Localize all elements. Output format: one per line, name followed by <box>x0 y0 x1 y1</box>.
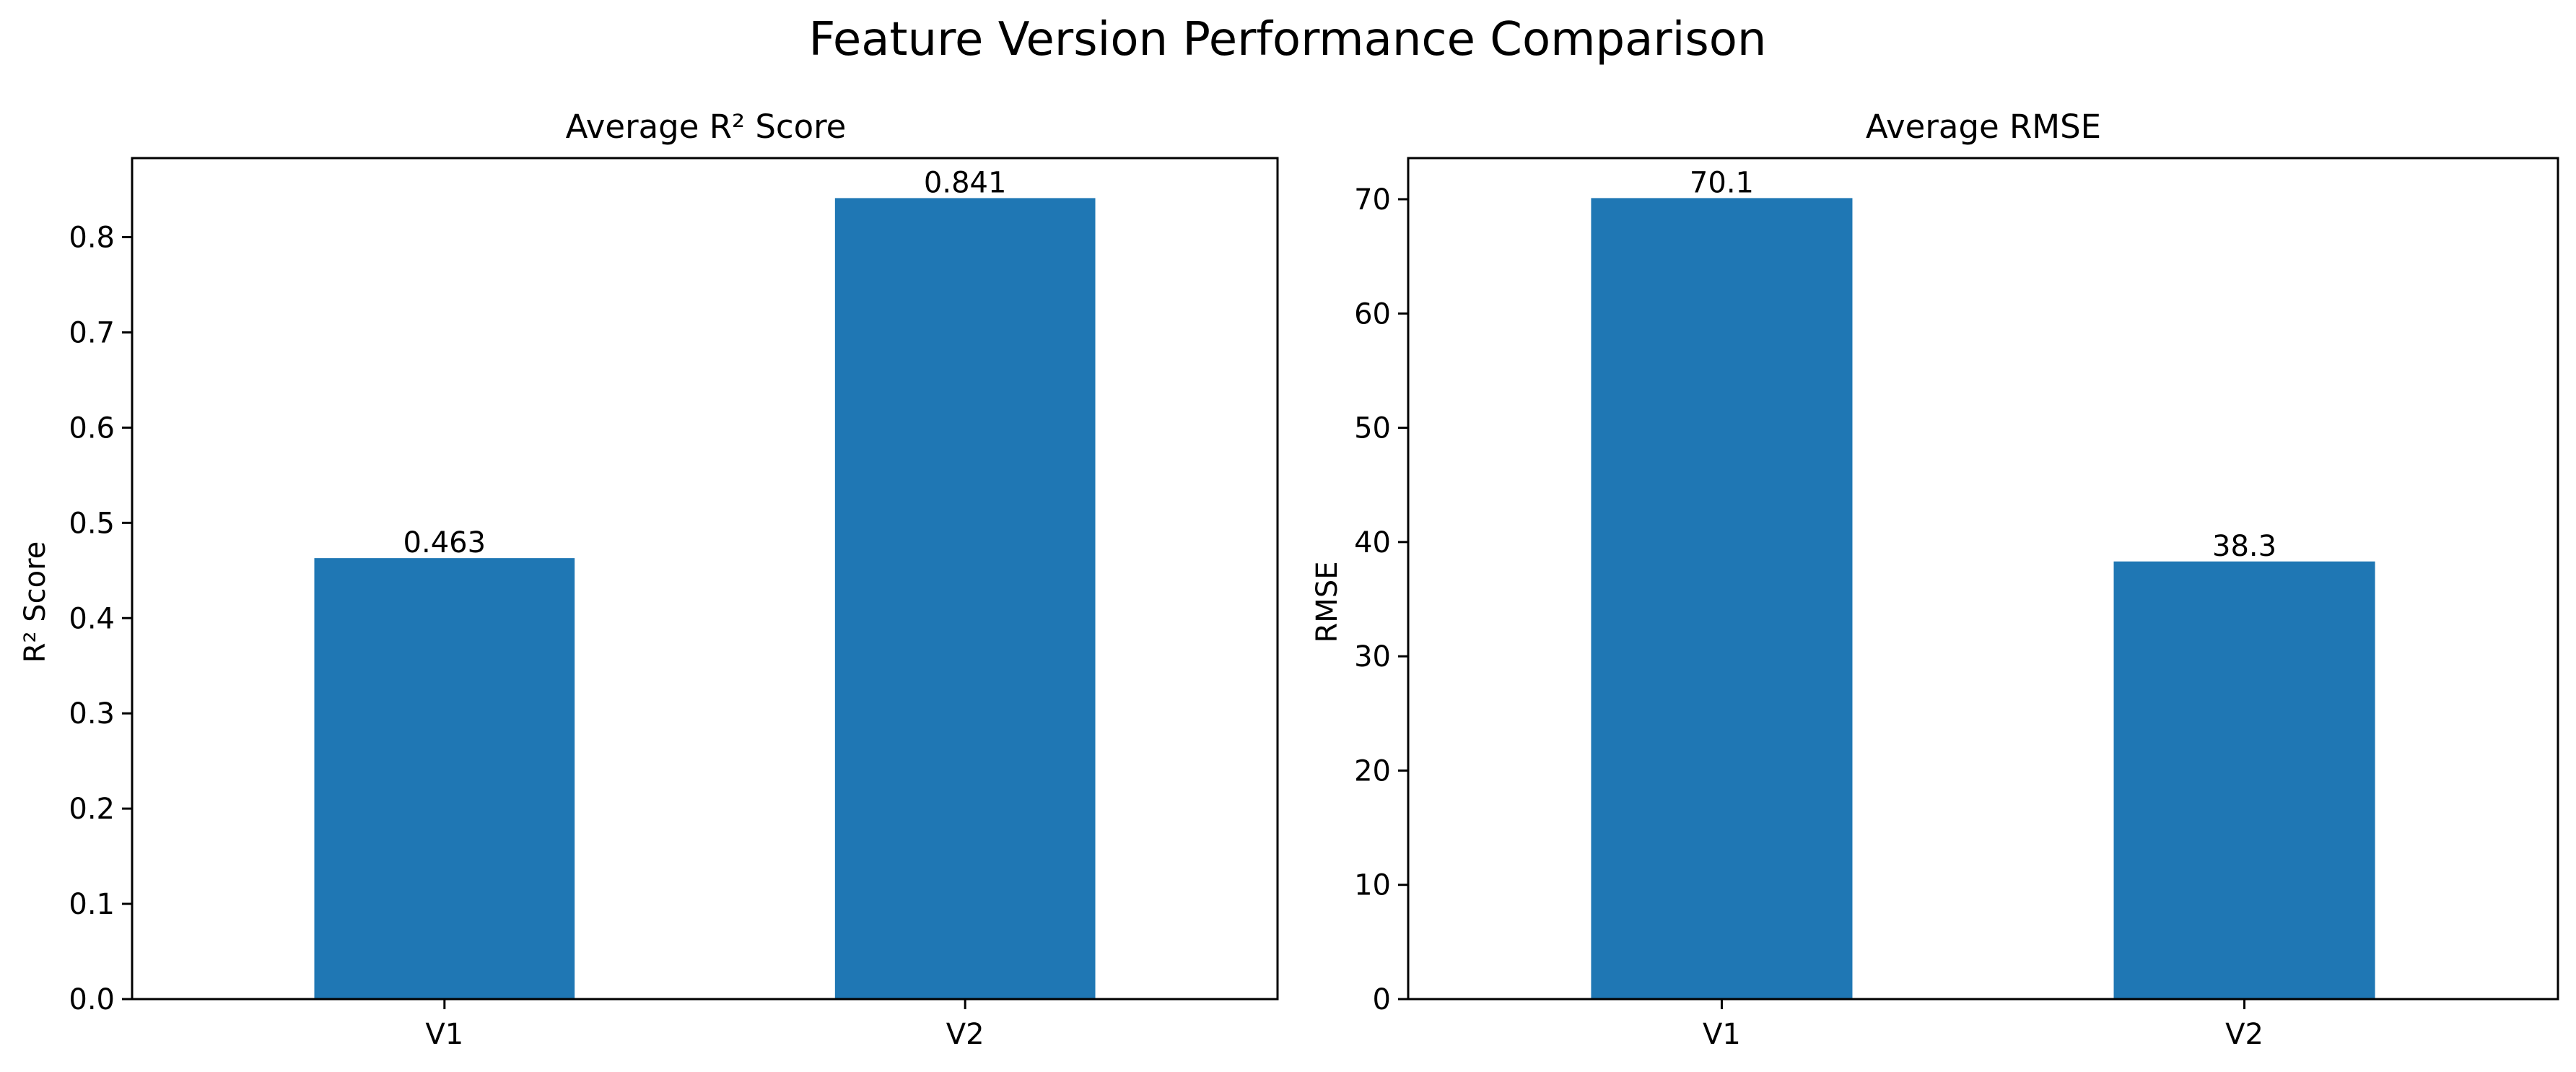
rmse-x-tick-label: V1 <box>1703 1018 1741 1051</box>
r2-bar-labels: 0.463 0.841 <box>403 166 1007 559</box>
rmse-y-axis: 0 10 20 30 40 50 60 70 <box>1354 183 1408 1016</box>
r2-bar-value-label: 0.463 <box>403 526 486 559</box>
r2-y-tick-label: 0.4 <box>69 602 115 635</box>
r2-y-tick-label: 0.3 <box>69 697 115 731</box>
r2-y-tick-label: 0.0 <box>69 983 115 1016</box>
rmse-y-tick-label: 0 <box>1373 983 1391 1016</box>
r2-y-axis: 0.0 0.1 0.2 0.3 0.4 0.5 0.6 0.7 0.8 <box>69 222 132 1016</box>
rmse-bar-v2 <box>2113 561 2375 999</box>
rmse-y-axis-label: RMSE <box>1311 562 1344 643</box>
rmse-bar-v1 <box>1591 198 1853 999</box>
rmse-y-tick-label: 10 <box>1354 869 1391 902</box>
rmse-bar-value-label: 38.3 <box>2212 530 2276 563</box>
figure-title: Feature Version Performance Comparison <box>809 13 1767 66</box>
rmse-y-tick-label: 50 <box>1354 412 1391 445</box>
rmse-y-tick-label: 70 <box>1354 183 1391 217</box>
r2-y-tick-label: 0.8 <box>69 222 115 255</box>
r2-bar-v2 <box>834 198 1096 1000</box>
r2-panel-title: Average R² Score <box>566 108 847 146</box>
r2-y-tick-label: 0.5 <box>69 507 115 540</box>
rmse-bar-labels: 70.1 38.3 <box>1690 166 2276 562</box>
rmse-bars <box>1591 198 2375 999</box>
rmse-panel: Average RMSE RMSE 0 10 20 30 40 50 60 70 V1 V2 7… <box>1311 108 2559 1051</box>
r2-bar-v1 <box>314 558 575 999</box>
r2-score-panel: Average R² Score R² Score 0.00.10.20.30.… <box>19 108 1279 1051</box>
r2-plot-frame <box>131 157 1279 1001</box>
rmse-x-axis: V1 V2 <box>1703 999 2263 1051</box>
r2-y-tick-label: 0.6 <box>69 411 115 445</box>
rmse-x-tick-label: V2 <box>2225 1018 2263 1051</box>
r2-y-tick-label: 0.1 <box>69 888 115 921</box>
r2-x-tick-label: V1 <box>425 1018 463 1051</box>
r2-y-tick-label: 0.7 <box>69 316 115 349</box>
rmse-y-tick-label: 20 <box>1354 754 1391 788</box>
rmse-plot-frame <box>1407 157 2559 1001</box>
rmse-bar-value-label: 70.1 <box>1690 166 1754 199</box>
rmse-panel-title: Average RMSE <box>1866 108 2101 146</box>
r2-bars <box>314 198 1096 1000</box>
rmse-y-tick-label: 30 <box>1354 640 1391 674</box>
rmse-y-tick-label: 40 <box>1354 526 1391 559</box>
r2-y-tick-label: 0.2 <box>69 793 115 826</box>
r2-x-tick-label: V2 <box>946 1018 984 1051</box>
r2-bar-value-label: 0.841 <box>924 166 1007 199</box>
r2-x-axis: V1 V2 <box>425 999 984 1051</box>
r2-y-axis-label: R² Score <box>19 541 52 663</box>
rmse-y-tick-label: 60 <box>1354 297 1391 331</box>
